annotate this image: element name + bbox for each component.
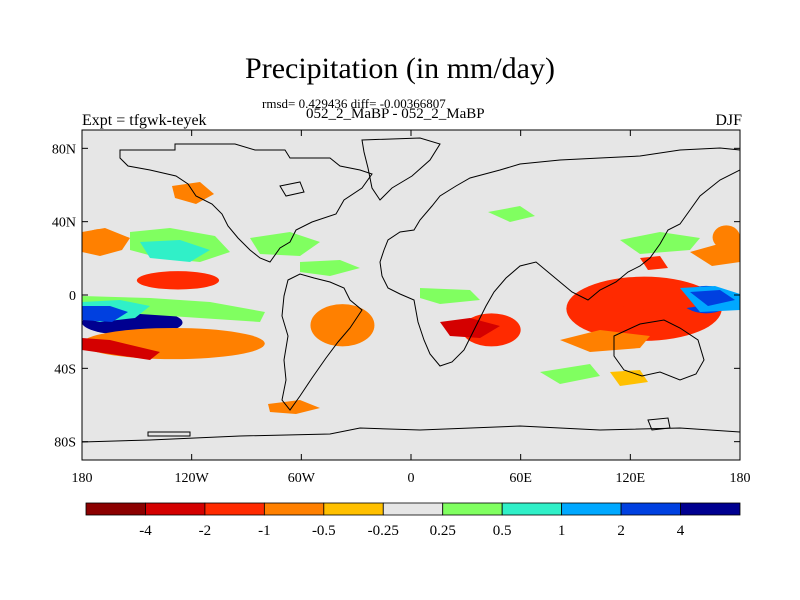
anomaly-patch bbox=[300, 260, 360, 276]
colorbar-label: -0.25 bbox=[368, 523, 399, 539]
colorbar-swatch bbox=[263, 502, 325, 516]
anomaly-patch bbox=[82, 338, 160, 360]
x-tick-label: 120W bbox=[175, 471, 210, 486]
rmsd-diff-stats: rmsd= 0.429436 diff= -0.00366807 bbox=[262, 96, 446, 111]
island-outline bbox=[279, 181, 305, 197]
anomaly-patch bbox=[488, 206, 535, 222]
y-tick-label: 80N bbox=[52, 142, 76, 157]
colorbar-label: -2 bbox=[199, 523, 212, 539]
y-tick-label: 80S bbox=[54, 436, 76, 451]
anomaly-patch bbox=[82, 306, 128, 322]
x-tick-label: 180 bbox=[730, 471, 751, 486]
colorbar-label: -1 bbox=[258, 523, 271, 539]
chart-subtitle: 052_2_MaBP - 052_2_MaBP bbox=[306, 106, 485, 122]
colorbar-swatch bbox=[204, 502, 265, 516]
anomaly-region bbox=[136, 271, 220, 290]
season-label: DJF bbox=[715, 112, 742, 129]
colorbar-label: 1 bbox=[558, 523, 566, 539]
y-tick-label: 40S bbox=[54, 362, 76, 377]
eurasia-africa-outline bbox=[379, 147, 741, 367]
anomaly-patch bbox=[82, 228, 130, 256]
colorbar-label: 0.5 bbox=[493, 523, 512, 539]
colorbar-label: -0.5 bbox=[312, 523, 336, 539]
x-tick-label: 60E bbox=[509, 471, 532, 486]
anomaly-patch bbox=[440, 318, 500, 338]
colorbar-swatch bbox=[85, 502, 146, 516]
chart-title: Precipitation (in mm/day) bbox=[245, 52, 555, 85]
anomaly-patch bbox=[250, 232, 320, 256]
greenland-outline bbox=[361, 137, 441, 201]
colorbar-swatch bbox=[323, 502, 384, 516]
anomaly-patch bbox=[172, 182, 214, 204]
anomaly-patch bbox=[600, 280, 700, 312]
colorbar-swatch bbox=[501, 502, 563, 516]
anomaly-patch bbox=[540, 364, 600, 384]
colorbar-label: 2 bbox=[617, 523, 625, 539]
y-tick-label: 40N bbox=[52, 216, 76, 231]
colorbar-swatch bbox=[145, 502, 206, 516]
anomaly-patch bbox=[640, 256, 668, 270]
colorbar-swatch bbox=[620, 502, 681, 516]
anomaly-patch bbox=[690, 238, 740, 266]
anomaly-patch bbox=[690, 290, 735, 306]
colorbar-swatch bbox=[382, 502, 444, 516]
colorbar-swatch bbox=[442, 502, 503, 516]
experiment-label: Expt = tfgwk-teyek bbox=[82, 112, 207, 129]
anomaly-patch bbox=[420, 288, 480, 304]
anomaly-patch bbox=[560, 330, 650, 352]
colorbar-label: 0.25 bbox=[430, 523, 456, 539]
island-outline bbox=[647, 417, 671, 431]
coastlines bbox=[81, 137, 741, 443]
colorbar-label: -4 bbox=[139, 523, 152, 539]
antarctica-outline bbox=[81, 425, 741, 443]
north-america-outline bbox=[119, 143, 373, 263]
anomaly-patch bbox=[268, 400, 320, 414]
anomaly-patch bbox=[610, 370, 648, 386]
axes: 180 120W 60W 0 60E 120E 180 80N 40N 0 40S 80S bbox=[52, 130, 751, 486]
anomaly-region bbox=[310, 304, 375, 347]
island-outline bbox=[147, 431, 191, 437]
x-tick-label: 0 bbox=[408, 471, 415, 486]
y-tick-label: 0 bbox=[69, 289, 76, 304]
australia-outline bbox=[613, 319, 705, 381]
x-tick-label: 60W bbox=[288, 471, 316, 486]
colorbar-swatch bbox=[680, 502, 741, 516]
colorbar-label: 4 bbox=[677, 523, 685, 539]
south-america-outline bbox=[281, 273, 363, 411]
x-tick-label: 180 bbox=[72, 471, 93, 486]
anomaly-patch bbox=[140, 240, 210, 262]
x-tick-label: 120E bbox=[616, 471, 646, 486]
anomaly-details bbox=[82, 182, 740, 414]
colorbar-swatch bbox=[561, 502, 622, 516]
colorbar: -4 -2 -1 -0.5 -0.25 0.25 0.5 1 2 4 bbox=[85, 502, 741, 539]
